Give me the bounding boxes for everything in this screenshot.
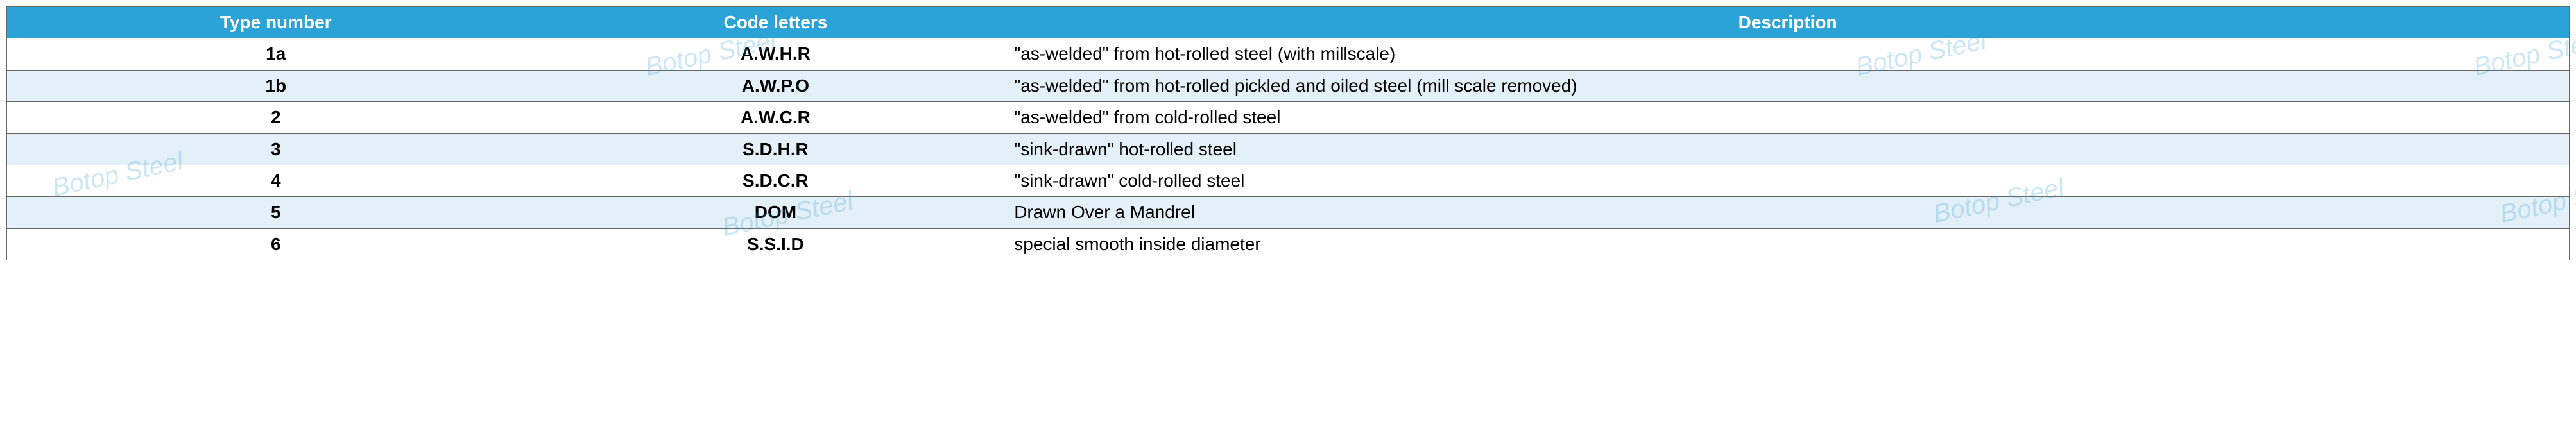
table-row: 1aA.W.H.R"as-welded" from hot-rolled ste… xyxy=(7,38,2570,70)
cell-code: A.W.C.R xyxy=(545,102,1006,133)
table-row: 2A.W.C.R"as-welded" from cold-rolled ste… xyxy=(7,102,2570,133)
cell-desc: special smooth inside diameter xyxy=(1006,228,2570,260)
cell-code: S.D.C.R xyxy=(545,165,1006,196)
cell-type: 1b xyxy=(7,70,545,101)
cell-code: S.D.H.R xyxy=(545,133,1006,165)
cell-type: 3 xyxy=(7,133,545,165)
cell-type: 4 xyxy=(7,165,545,196)
cell-code: A.W.P.O xyxy=(545,70,1006,101)
header-code: Code letters xyxy=(545,7,1006,38)
table-row: 5DOMDrawn Over a Mandrel xyxy=(7,197,2570,228)
cell-type: 6 xyxy=(7,228,545,260)
cell-desc: "sink-drawn" hot-rolled steel xyxy=(1006,133,2570,165)
cell-code: S.S.I.D xyxy=(545,228,1006,260)
cell-code: DOM xyxy=(545,197,1006,228)
cell-desc: "sink-drawn" cold-rolled steel xyxy=(1006,165,2570,196)
table-row: 4S.D.C.R"sink-drawn" cold-rolled steel xyxy=(7,165,2570,196)
cell-desc: Drawn Over a Mandrel xyxy=(1006,197,2570,228)
header-desc: Description xyxy=(1006,7,2570,38)
table-row: 3S.D.H.R"sink-drawn" hot-rolled steel xyxy=(7,133,2570,165)
table-row: 6S.S.I.Dspecial smooth inside diameter xyxy=(7,228,2570,260)
spec-table: Type number Code letters Description 1aA… xyxy=(6,6,2570,260)
table-row: 1bA.W.P.O"as-welded" from hot-rolled pic… xyxy=(7,70,2570,101)
cell-desc: "as-welded" from cold-rolled steel xyxy=(1006,102,2570,133)
cell-desc: "as-welded" from hot-rolled pickled and … xyxy=(1006,70,2570,101)
table-body: 1aA.W.H.R"as-welded" from hot-rolled ste… xyxy=(7,38,2570,260)
cell-type: 5 xyxy=(7,197,545,228)
cell-desc: "as-welded" from hot-rolled steel (with … xyxy=(1006,38,2570,70)
header-type: Type number xyxy=(7,7,545,38)
header-row: Type number Code letters Description xyxy=(7,7,2570,38)
cell-type: 2 xyxy=(7,102,545,133)
cell-type: 1a xyxy=(7,38,545,70)
cell-code: A.W.H.R xyxy=(545,38,1006,70)
